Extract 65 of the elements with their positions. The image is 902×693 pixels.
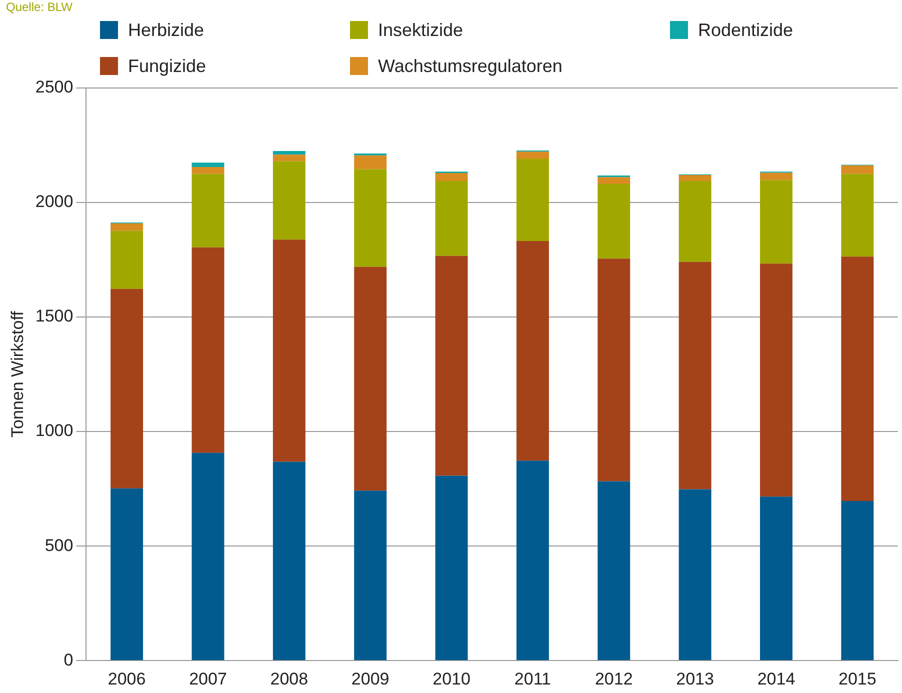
- bar: [760, 496, 792, 660]
- bar: [435, 180, 468, 256]
- bar: [760, 172, 792, 180]
- x-tick-label: 2009: [351, 669, 390, 688]
- x-tick-label: 2013: [676, 669, 714, 688]
- bar: [354, 169, 387, 267]
- bar: [272, 161, 306, 240]
- bar: [192, 247, 224, 453]
- bar: [841, 165, 874, 174]
- legend-label: Insektizide: [378, 20, 464, 40]
- bar: [678, 180, 712, 262]
- x-tick-label: 2008: [270, 669, 308, 688]
- bar: [272, 154, 306, 162]
- y-axis-title: Tonnen Wirkstoff: [8, 310, 27, 438]
- bar: [354, 266, 387, 491]
- y-tick-label: 2500: [35, 78, 74, 97]
- y-tick-label: 0: [64, 650, 74, 670]
- bar: [598, 184, 630, 259]
- bar: [435, 172, 468, 181]
- legend-label: Fungizide: [128, 56, 206, 76]
- bar: [678, 489, 712, 660]
- x-tick-label: 2014: [757, 669, 796, 688]
- bar: [354, 155, 387, 170]
- y-tick-label: 1000: [35, 421, 74, 440]
- bar: [110, 230, 144, 289]
- bar: [354, 490, 387, 660]
- bar: [272, 462, 306, 660]
- bar: [192, 167, 224, 174]
- bar: [516, 159, 549, 241]
- bar: [598, 258, 630, 482]
- bar: [841, 256, 874, 501]
- bar: [598, 177, 630, 184]
- bar: [678, 175, 712, 181]
- bar: [841, 500, 874, 660]
- bar: [192, 162, 224, 168]
- x-tick-label: 2007: [189, 669, 227, 688]
- legend-label: Wachstumsregulatoren: [378, 56, 562, 76]
- x-tick-label: 2015: [838, 669, 876, 688]
- x-tick-label: 2010: [432, 669, 470, 688]
- source-note: Quelle: BLW: [6, 0, 72, 14]
- bar: [110, 223, 144, 231]
- bar: [841, 174, 874, 257]
- legend-label: Herbizide: [128, 20, 204, 40]
- bar: [192, 452, 224, 660]
- bar: [598, 481, 630, 660]
- bar: [516, 152, 549, 160]
- bar: [678, 262, 712, 490]
- bar: [435, 256, 468, 476]
- bar: [192, 174, 224, 248]
- x-tick-label: 2006: [108, 669, 146, 688]
- y-tick-label: 500: [44, 536, 74, 555]
- bar: [272, 240, 306, 462]
- bar: [516, 460, 549, 660]
- bar: [272, 150, 306, 155]
- x-tick-label: 2012: [594, 669, 633, 688]
- y-tick-label: 2000: [35, 192, 74, 212]
- bar: [516, 241, 549, 461]
- bar: [760, 264, 792, 497]
- x-tick-label: 2011: [514, 669, 551, 688]
- y-tick-label: 1500: [35, 306, 74, 326]
- bar: [435, 476, 468, 660]
- legend-label: Rodentizide: [698, 20, 794, 40]
- bar: [110, 288, 144, 488]
- bar: [760, 180, 792, 264]
- bar: [110, 488, 144, 660]
